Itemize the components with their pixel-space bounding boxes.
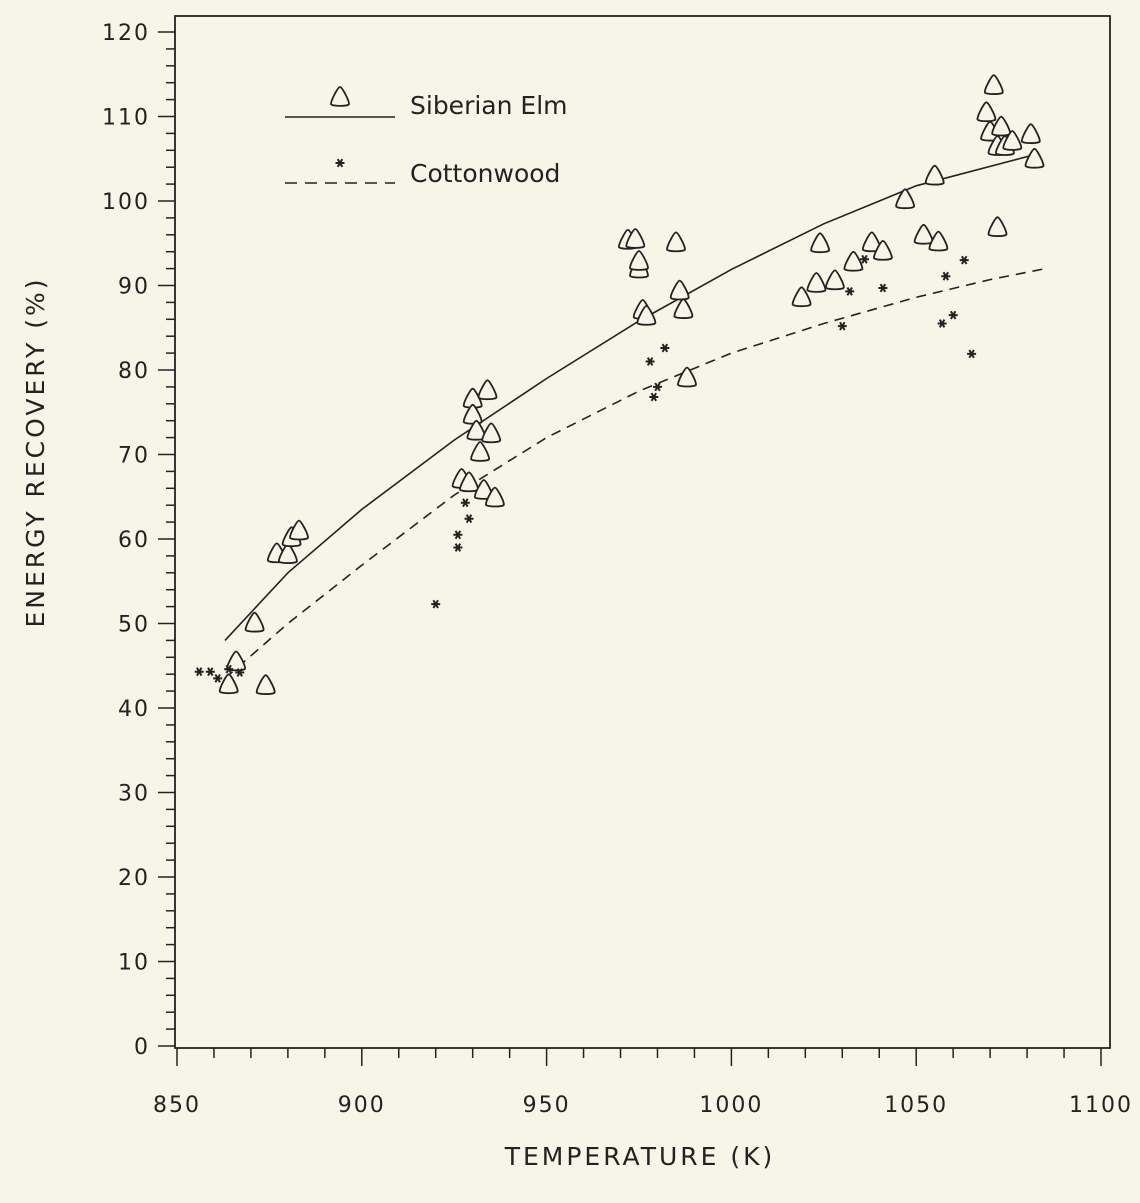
siberian-elm-point — [481, 422, 502, 444]
y-tick-label: 50 — [118, 613, 150, 638]
y-tick-label: 70 — [118, 444, 150, 469]
cottonwood-point — [204, 666, 216, 677]
siberian-elm-point — [677, 366, 697, 388]
cottonwood-point — [430, 599, 442, 609]
y-tick-label: 0 — [134, 1035, 150, 1060]
cottonwood-point — [452, 542, 464, 553]
fit-line-siberian-elm — [224, 152, 1039, 641]
siberian-elm-point — [1024, 147, 1045, 169]
siberian-elm-point — [976, 101, 997, 123]
cottonwood-point — [459, 497, 471, 508]
y-tick-label: 30 — [118, 782, 150, 807]
siberian-elm-point — [255, 674, 276, 695]
fit-lines — [224, 152, 1046, 680]
siberian-elm-point — [289, 519, 309, 541]
siberian-elm-point — [1020, 123, 1041, 144]
x-axis-title: TEMPERATURE (K) — [504, 1142, 776, 1171]
cottonwood-point — [652, 382, 663, 392]
cottonwood-point — [877, 283, 889, 293]
y-tick-label: 80 — [118, 359, 150, 384]
siberian-elm-point — [806, 272, 827, 293]
cottonwood-point — [463, 513, 475, 524]
y-tick-label: 20 — [118, 866, 150, 891]
siberian-elm-point — [218, 673, 239, 695]
siberian-elm-point — [666, 231, 686, 253]
cottonwood-point — [212, 673, 224, 684]
y-tick-label: 40 — [118, 697, 150, 722]
y-tick-label: 90 — [118, 275, 150, 300]
y-tick-label: 10 — [118, 951, 150, 976]
cottonwood-point — [947, 310, 959, 320]
legend-item-siberian-elm: Siberian Elm — [285, 86, 568, 120]
legend-marker-siberian-elm — [330, 86, 350, 107]
x-tick-label: 900 — [338, 1093, 386, 1118]
legend-item-cottonwood: Cottonwood — [285, 158, 560, 188]
x-axis: 850 900 950 1000 1050 1100 — [153, 1048, 1133, 1118]
cottonwood-point — [452, 529, 464, 540]
y-tick-label: 120 — [102, 21, 150, 46]
x-tick-label: 1050 — [884, 1093, 948, 1118]
cottonwood-point — [940, 271, 952, 282]
siberian-elm-point — [669, 279, 690, 301]
cottonwood-point — [659, 343, 671, 353]
fit-line-cottonwood — [224, 267, 1046, 680]
siberian-elm-point — [470, 441, 491, 462]
siberian-elm-point — [629, 250, 649, 271]
y-tick-label: 60 — [118, 528, 150, 553]
legend-label-cottonwood: Cottonwood — [410, 159, 560, 188]
y-axis-title: ENERGY RECOVERY (%) — [21, 276, 50, 627]
siberian-elm-point — [924, 164, 945, 186]
siberian-elm-point — [843, 250, 864, 272]
siberian-elm-point — [810, 232, 830, 254]
siberian-elm-point — [928, 230, 949, 252]
cottonwood-point — [844, 286, 856, 297]
cottonwood-point — [836, 321, 848, 331]
x-tick-label: 1000 — [699, 1093, 763, 1118]
cottonwood-point — [648, 392, 660, 402]
plot-area-frame — [174, 15, 1111, 1049]
cottonwood-point — [644, 356, 656, 367]
legend-label-siberian-elm: Siberian Elm — [410, 91, 568, 120]
x-tick-label: 950 — [523, 1093, 571, 1118]
siberian-elm-point — [825, 269, 845, 291]
siberian-elm-point — [987, 216, 1008, 237]
x-tick-label: 850 — [153, 1093, 201, 1118]
siberian-elm-point — [913, 223, 934, 245]
siberian-elm-point — [673, 298, 694, 319]
cottonwood-point — [966, 349, 978, 359]
cottonwood-point — [958, 255, 970, 265]
siberian-elm-point — [983, 74, 1004, 95]
cottonwood-point — [859, 254, 870, 265]
y-axis: 0 10 20 30 40 50 60 70 80 90 100 110 120 — [102, 21, 175, 1060]
x-tick-label: 1100 — [1069, 1093, 1133, 1118]
y-tick-label: 100 — [102, 190, 150, 215]
siberian-elm-point — [477, 379, 498, 401]
siberian-elm-point — [277, 543, 298, 564]
legend-marker-cottonwood — [334, 158, 346, 168]
y-tick-label: 110 — [102, 106, 150, 131]
cottonwood-point — [193, 666, 205, 677]
legend: Siberian Elm Cottonwood — [285, 86, 568, 188]
data-points — [193, 74, 1045, 695]
cottonwood-point — [936, 318, 948, 329]
